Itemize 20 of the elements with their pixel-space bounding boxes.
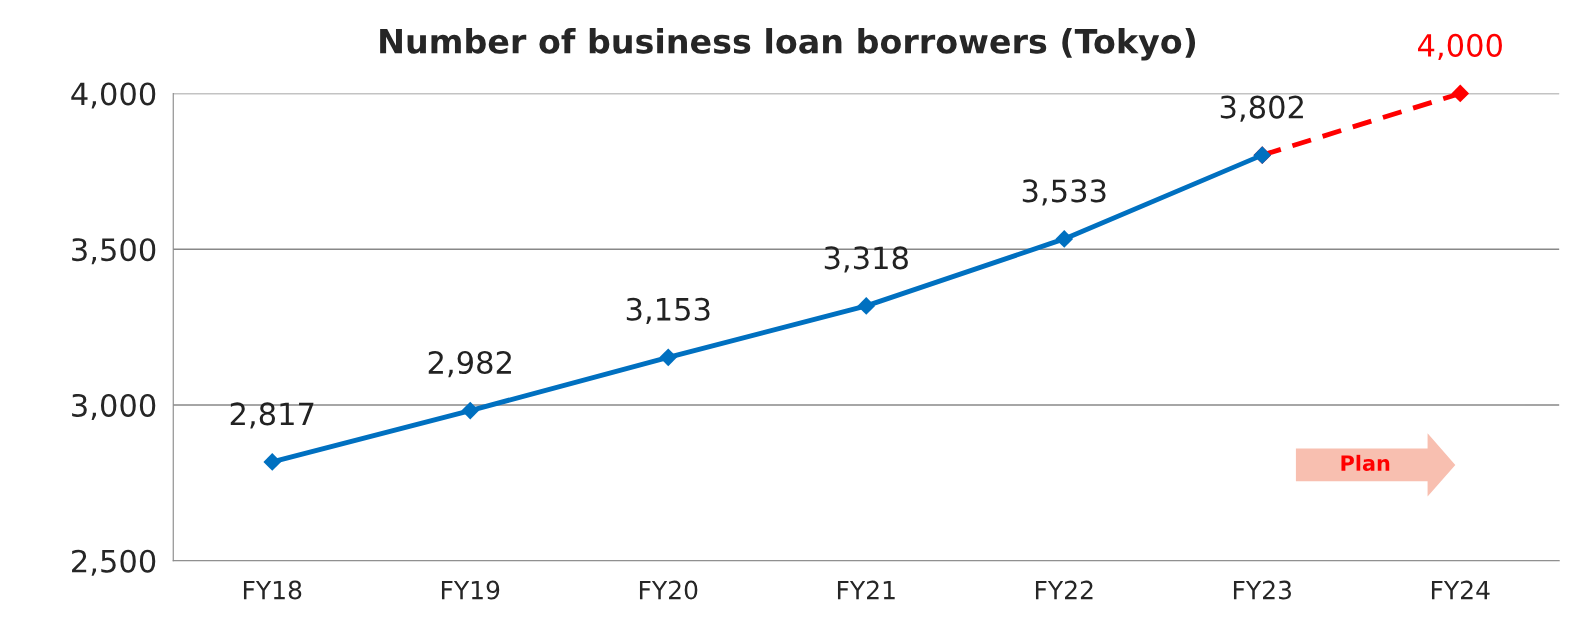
y-tick-label: 3,500 <box>72 238 156 265</box>
y-tick-label: 4,000 <box>71 82 156 109</box>
data-label: 4,000 <box>1418 33 1502 61</box>
x-tick-label: FY18 <box>243 580 302 600</box>
x-tick-label: FY23 <box>1233 580 1291 600</box>
data-label: 3,533 <box>1022 179 1106 206</box>
data-label: 2,982 <box>428 350 511 378</box>
data-label: 3,802 <box>1220 95 1303 122</box>
chart-title: Number of business loan borrowers (Tokyo) <box>380 28 1196 61</box>
data-label: 2,817 <box>230 402 314 429</box>
x-tick-label: FY19 <box>441 580 500 600</box>
y-tick-label: 3,000 <box>72 393 156 421</box>
data-label: 3,318 <box>824 246 908 273</box>
data-label: 3,153 <box>626 297 710 324</box>
x-tick-label: FY22 <box>1035 580 1093 600</box>
x-tick-label: FY20 <box>639 580 698 600</box>
y-tick-label: 2,500 <box>72 549 156 576</box>
annotation: Plan <box>1341 454 1390 471</box>
x-tick-label: FY21 <box>837 580 895 600</box>
x-tick-label: FY24 <box>1431 580 1490 600</box>
